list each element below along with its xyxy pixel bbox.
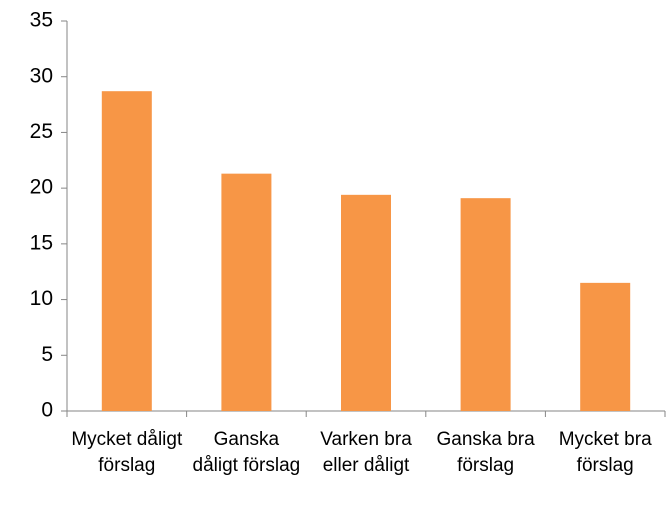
y-tick-label: 15 xyxy=(30,231,53,254)
x-tick-label: Mycket dåligt förslag xyxy=(71,429,183,476)
bar xyxy=(101,91,152,411)
x-tick-label: Ganska dåligt förslag xyxy=(192,429,301,476)
x-tick-label: Mycket bra förslag xyxy=(558,429,652,476)
y-tick-label: 20 xyxy=(30,176,53,199)
bar xyxy=(580,282,631,411)
y-tick-label: 5 xyxy=(41,343,53,366)
y-tick-label: 10 xyxy=(30,287,53,310)
y-tick-label: 25 xyxy=(30,120,53,143)
bar xyxy=(221,173,272,411)
bar xyxy=(341,194,391,411)
y-tick-label: 35 xyxy=(30,9,53,32)
bar xyxy=(460,198,511,411)
x-tick-label: Ganska bra förslag xyxy=(436,429,535,476)
y-tick-label: 30 xyxy=(30,64,53,87)
x-tick-label: Varken bra eller dåligt xyxy=(320,429,412,476)
y-tick-label: 0 xyxy=(41,399,53,422)
